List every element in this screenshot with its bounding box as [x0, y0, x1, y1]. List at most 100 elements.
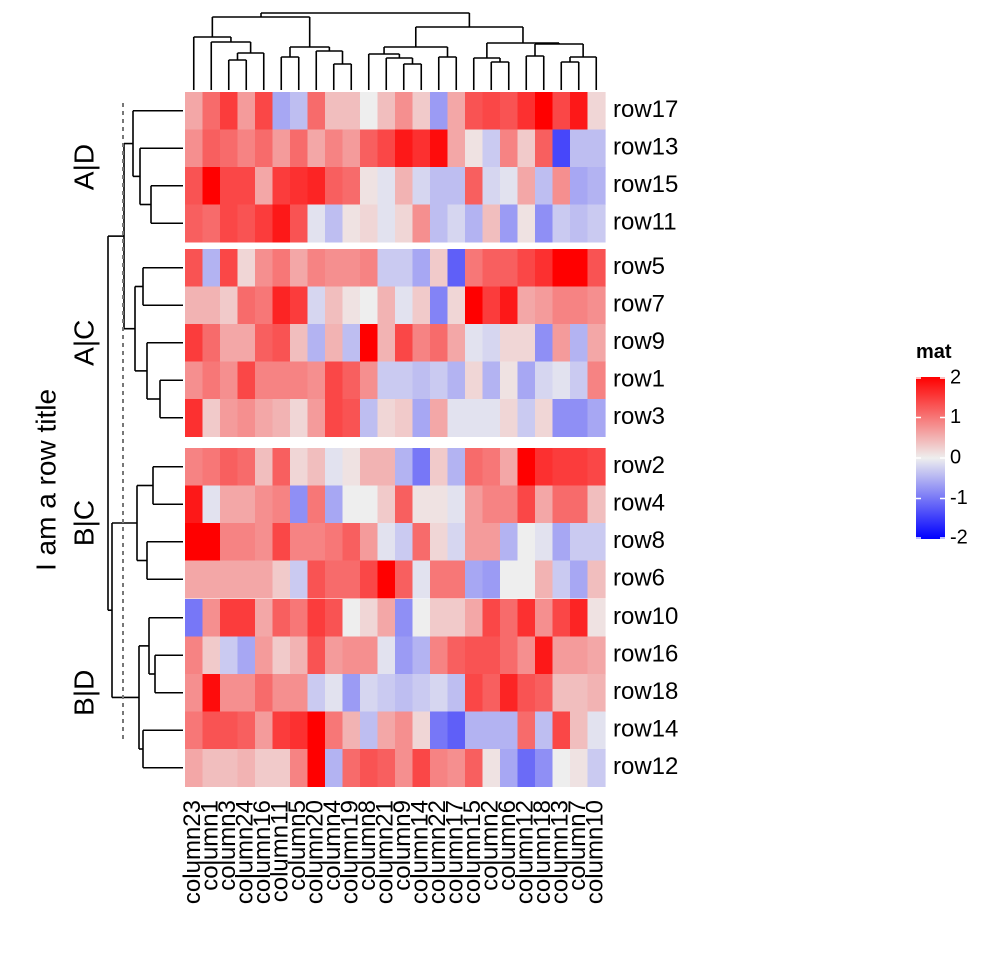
heatmap-cell: [290, 448, 309, 486]
column-label: column18: [529, 800, 556, 904]
column-label: column19: [337, 800, 364, 904]
heatmap-cell: [377, 749, 396, 787]
heatmap-cell: [272, 249, 291, 287]
heatmap-cell: [535, 711, 554, 750]
heatmap-cell: [447, 204, 466, 243]
heatmap-cell: [307, 599, 326, 637]
heatmap-cell: [272, 361, 291, 400]
heatmap-cell: [185, 711, 204, 750]
heatmap-cell: [500, 129, 519, 168]
heatmap-cell: [395, 485, 414, 524]
heatmap-cell: [587, 92, 606, 130]
heatmap-cell: [482, 92, 501, 130]
heatmap-cell: [465, 523, 484, 561]
heatmap-cell: [552, 636, 571, 675]
heatmap-cell: [465, 249, 484, 287]
heatmap-cell: [342, 92, 361, 130]
heatmap-cell: [255, 599, 274, 637]
heatmap-cell: [395, 749, 414, 787]
heatmap-cell: [377, 249, 396, 287]
heatmap-cell: [482, 361, 501, 400]
heatmap-cell: [587, 129, 606, 168]
heatmap-cell: [587, 599, 606, 637]
heatmap-cell: [255, 204, 274, 243]
heatmap-cell: [255, 361, 274, 400]
heatmap-cell: [325, 599, 344, 637]
heatmap-cell: [290, 167, 309, 205]
heatmap-cell: [430, 204, 449, 243]
heatmap-cell: [377, 636, 396, 675]
heatmap-cell: [500, 92, 519, 130]
heatmap-cell: [255, 167, 274, 205]
heatmap-cell: [570, 636, 589, 675]
heatmap-cell: [202, 92, 221, 130]
heatmap-cell: [342, 711, 361, 750]
heatmap-cell: [255, 399, 274, 437]
heatmap-cell: [412, 129, 431, 168]
heatmap-cell: [360, 711, 379, 750]
heatmap-cell: [185, 399, 204, 437]
heatmap-cell: [552, 674, 571, 712]
heatmap-cell: [185, 448, 204, 486]
heatmap-cell: [552, 129, 571, 168]
heatmap-cell: [237, 399, 256, 437]
heatmap-cell: [447, 286, 466, 325]
heatmap-cell: [185, 560, 204, 599]
column-label: column7: [564, 800, 591, 891]
heatmap-cell: [290, 249, 309, 287]
heatmap-cell: [307, 361, 326, 400]
heatmap-cell: [307, 92, 326, 130]
heatmap-cell: [570, 485, 589, 524]
heatmap-cell: [412, 485, 431, 524]
heatmap-cell: [587, 485, 606, 524]
heatmap-cell: [552, 361, 571, 400]
heatmap-cells: [185, 92, 606, 787]
column-label: column23: [179, 800, 206, 904]
heatmap-cell: [377, 324, 396, 362]
heatmap-cell: [482, 204, 501, 243]
heatmap-cell: [237, 749, 256, 787]
heatmap-cell: [447, 129, 466, 168]
column-label: column4: [319, 800, 346, 891]
heatmap-cell: [395, 599, 414, 637]
heatmap-cell: [500, 204, 519, 243]
heatmap-cell: [535, 749, 554, 787]
legend-tick-label: 2: [950, 366, 961, 388]
heatmap-cell: [412, 286, 431, 325]
heatmap-cell: [220, 324, 239, 362]
heatmap-cell: [447, 399, 466, 437]
heatmap-cell: [272, 674, 291, 712]
heatmap-cell: [325, 636, 344, 675]
heatmap-cell: [272, 167, 291, 205]
heatmap-cell: [377, 448, 396, 486]
heatmap-cell: [360, 92, 379, 130]
heatmap-cell: [465, 599, 484, 637]
heatmap-cell: [202, 129, 221, 168]
heatmap-cell: [552, 599, 571, 637]
heatmap-cell: [430, 92, 449, 130]
heatmap-cell: [500, 523, 519, 561]
heatmap-cell: [552, 485, 571, 524]
heatmap-cell: [342, 129, 361, 168]
heatmap-cell: [290, 92, 309, 130]
heatmap-cell: [377, 560, 396, 599]
heatmap-cell: [552, 711, 571, 750]
heatmap-cell: [517, 485, 536, 524]
column-label: column22: [424, 800, 451, 904]
heatmap-cell: [290, 560, 309, 599]
heatmap-cell: [517, 636, 536, 675]
heatmap-cell: [465, 361, 484, 400]
column-label: column8: [354, 800, 381, 891]
heatmap-cell: [237, 204, 256, 243]
column-label: column16: [249, 800, 276, 904]
heatmap-cell: [202, 361, 221, 400]
heatmap-cell: [272, 448, 291, 486]
heatmap-cell: [535, 399, 554, 437]
heatmap-cell: [237, 448, 256, 486]
heatmap-cell: [570, 599, 589, 637]
heatmap-cell: [290, 711, 309, 750]
heatmap-cell: [395, 167, 414, 205]
heatmap-cell: [552, 286, 571, 325]
heatmap-cell: [290, 599, 309, 637]
